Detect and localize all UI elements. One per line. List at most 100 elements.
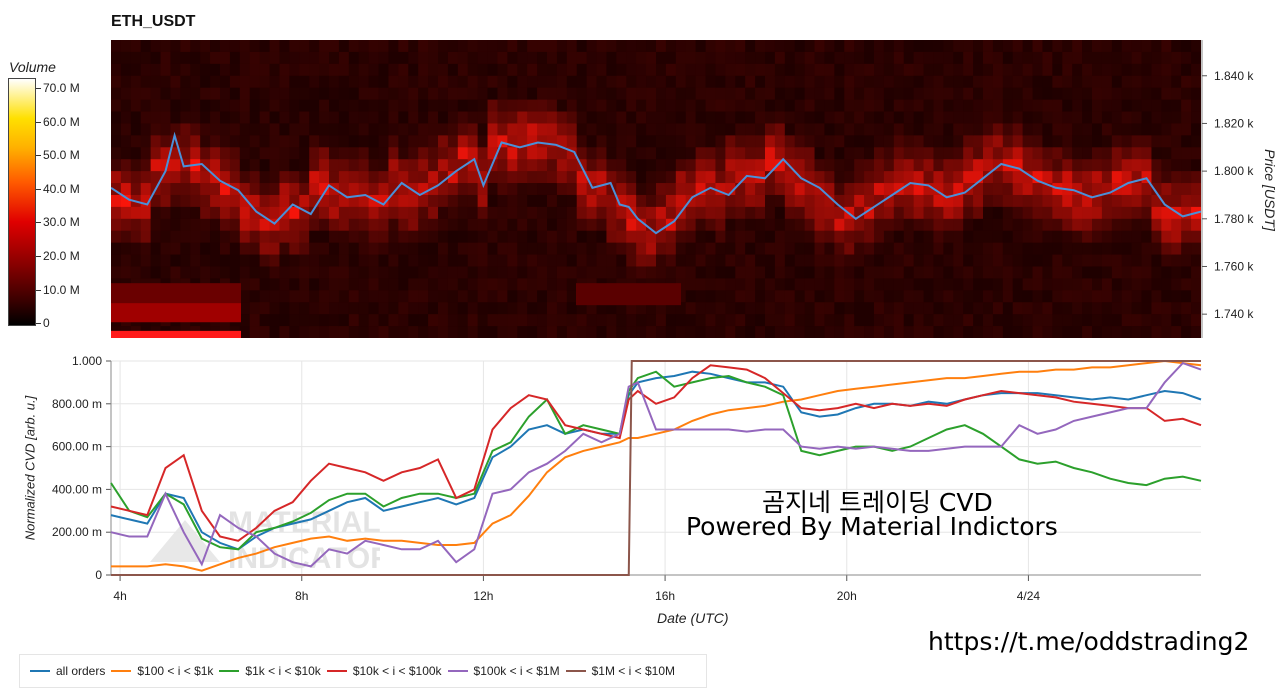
heatmap-cell [368,290,380,303]
heatmap-cell [289,230,300,244]
heatmap-cell [279,75,290,89]
heatmap-cell [338,111,350,125]
colorbar-label: 0 [43,316,50,331]
heatmap-cell [398,171,409,184]
heatmap-cell [358,51,370,65]
heatmap-cell [983,159,994,172]
heatmap-cell [616,87,627,101]
heatmap-cell [715,206,726,220]
heatmap-cell [497,51,508,65]
heatmap-cell [299,87,310,101]
heatmap-cell [447,63,459,77]
heatmap-cell [547,326,558,338]
heatmap-cell [537,75,548,89]
heatmap-cell [457,290,469,303]
heatmap-cell [477,314,489,327]
telegram-url[interactable]: https://t.me/oddstrading2 [928,627,1250,656]
heatmap-cell [1181,194,1192,208]
heatmap-cell [824,159,835,172]
heatmap-cell [784,147,796,160]
heatmap-cell [616,254,627,268]
heatmap-cell [784,218,796,232]
heatmap-cell [130,99,142,113]
heatmap-cell [1101,254,1113,268]
heatmap-cell [477,159,489,172]
heatmap-cell [289,63,300,77]
heatmap-cell [1111,266,1123,279]
heatmap-cell [844,183,855,196]
heatmap-cell [299,75,310,89]
heatmap-cell [229,75,241,89]
heatmap-cell [1161,218,1172,232]
heatmap-cell [140,135,152,148]
heatmap-cell [616,63,627,77]
heatmap-cell [537,51,548,65]
heatmap-cell [378,230,390,244]
heatmap-cell [646,230,657,244]
heatmap-cell [963,99,974,113]
heatmap-cell [239,302,251,315]
legend-item[interactable]: $1M < i < $10M [565,664,675,678]
legend-item[interactable]: $100k < i < $1M [447,664,560,678]
heatmap-cell [566,326,578,338]
heatmap-cell [239,99,251,113]
heatmap-cell [665,99,677,113]
heatmap-cell [487,194,499,208]
heatmap-cell [685,194,697,208]
heatmap-cell [606,194,617,208]
heatmap-cell [1012,75,1024,89]
heatmap-cell [665,194,677,208]
heatmap-cell [893,278,905,291]
heatmap-cell [111,254,122,268]
heatmap-cell [913,206,925,220]
heatmap-cell [943,278,954,291]
legend-item[interactable]: $100 < i < $1k [111,664,213,678]
legend-item[interactable]: $10k < i < $100k [326,664,442,678]
heatmap-cell [854,111,865,125]
heatmap-cell [576,123,588,136]
heatmap-cell [1052,206,1063,220]
heatmap-cell [170,111,181,125]
heatmap-cell [1052,159,1063,172]
heatmap-cell [893,63,905,77]
heatmap-cell [1141,254,1153,268]
heatmap-cell [517,206,528,220]
heatmap-cell [1161,135,1172,148]
legend-item[interactable]: $1k < i < $10k [219,664,321,678]
heatmap-cell [973,218,984,232]
heatmap-cell [973,314,984,327]
heatmap-cell [497,194,508,208]
heatmap-cell [765,51,776,65]
heatmap-cell [943,159,954,172]
heatmap-cell [715,218,726,232]
heatmap-cell [457,326,469,338]
heatmap-cell [834,87,845,101]
heatmap-cell [180,266,191,279]
legend-item[interactable]: all orders [30,664,105,678]
heatmap-cell [457,123,469,136]
heatmap-cell [220,75,231,89]
heatmap-cell [665,183,677,196]
heatmap-cell [893,51,905,65]
heatmap-cell [160,266,172,279]
heatmap-cell [338,206,350,220]
heatmap-cell [210,99,221,113]
heatmap-cell [368,302,380,315]
heatmap-cell [1151,75,1162,89]
heatmap-cell [1072,51,1083,65]
heatmap-cell [269,147,281,160]
heatmap-cell [289,254,300,268]
heatmap-cell [537,218,548,232]
heatmap-cell [626,147,637,160]
heatmap-cell [398,194,409,208]
heatmap-cell [477,147,489,160]
heatmap-cell [1161,290,1172,303]
heatmap-cell [517,147,528,160]
heatmap-cell [1161,326,1172,338]
heatmap-cell [447,278,459,291]
heatmap-cell [408,266,419,279]
heatmap-cell [447,290,459,303]
heatmap-cell [566,242,578,256]
heatmap-cell [1161,278,1172,291]
heatmap-cell [576,254,588,268]
